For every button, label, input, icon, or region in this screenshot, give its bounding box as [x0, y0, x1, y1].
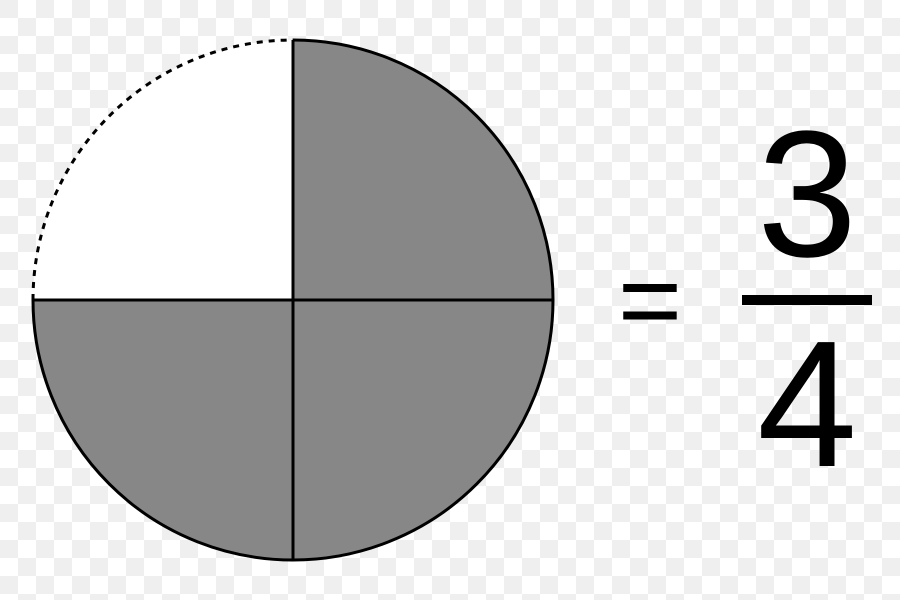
fraction-pie-chart	[28, 35, 558, 565]
diagram-canvas: = 3 4	[0, 0, 900, 600]
content-row: = 3 4	[0, 0, 900, 600]
equals-sign: =	[618, 237, 682, 364]
fraction-display: 3 4	[742, 105, 872, 495]
fraction-numerator: 3	[757, 105, 857, 285]
pie-segment-top-right	[293, 40, 553, 300]
pie-segment-bottom-left	[33, 300, 293, 560]
fraction-denominator: 4	[757, 315, 857, 495]
pie-segment-top-left	[33, 40, 293, 300]
pie-segment-bottom-right	[293, 300, 553, 560]
